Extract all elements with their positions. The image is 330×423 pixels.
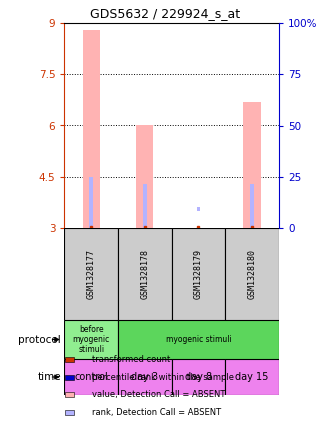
Bar (64, 320, 118, 359)
Text: protocol: protocol (18, 335, 61, 344)
Bar (64, 228, 118, 320)
Bar (89, 177, 93, 228)
Bar (172, 228, 225, 320)
Bar (82, 30, 100, 228)
Text: percentile rank within the sample: percentile rank within the sample (92, 373, 234, 382)
Text: GDS5632 / 229924_s_at: GDS5632 / 229924_s_at (90, 7, 240, 20)
Text: GSM1328178: GSM1328178 (140, 249, 149, 299)
Text: transformed count: transformed count (92, 355, 171, 364)
Text: GSM1328179: GSM1328179 (194, 249, 203, 299)
Text: time: time (37, 372, 61, 382)
Text: value, Detection Call = ABSENT: value, Detection Call = ABSENT (92, 390, 226, 399)
Bar (64, 359, 118, 395)
Bar (136, 126, 153, 228)
Text: myogenic stimuli: myogenic stimuli (166, 335, 231, 344)
Bar (118, 320, 279, 359)
Bar (250, 184, 254, 228)
Bar (65, 409, 74, 415)
Bar (244, 102, 261, 228)
Bar (118, 359, 172, 395)
Text: GSM1328180: GSM1328180 (248, 249, 256, 299)
Bar (197, 208, 200, 211)
Text: before
myogenic
stimuli: before myogenic stimuli (73, 324, 110, 354)
Bar (225, 359, 279, 395)
Text: day 8: day 8 (185, 372, 212, 382)
Bar (172, 359, 225, 395)
Bar (65, 374, 74, 380)
Bar (143, 184, 147, 228)
Text: control: control (74, 372, 108, 382)
Bar (118, 228, 172, 320)
Bar (65, 392, 74, 398)
Bar (225, 228, 279, 320)
Bar (65, 357, 74, 363)
Text: day 3: day 3 (131, 372, 158, 382)
Text: rank, Detection Call = ABSENT: rank, Detection Call = ABSENT (92, 408, 221, 417)
Text: day 15: day 15 (235, 372, 269, 382)
Text: GSM1328177: GSM1328177 (87, 249, 96, 299)
